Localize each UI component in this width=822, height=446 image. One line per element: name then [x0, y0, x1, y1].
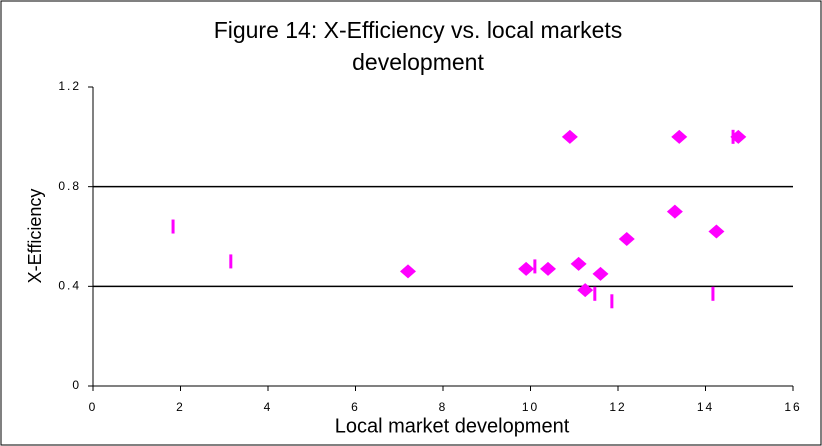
point [577, 283, 594, 298]
point [671, 129, 688, 144]
point [711, 286, 715, 301]
chart-title: Figure 14: X-Efficiency vs. local market… [213, 17, 623, 75]
point [533, 259, 537, 274]
point [618, 231, 635, 246]
y-tick-label: 1.2 [58, 79, 81, 93]
x-tick-label: 14 [697, 400, 714, 414]
y-tick-label: 0.8 [58, 179, 81, 193]
x-tick-label: 12 [609, 400, 626, 414]
x-tick-label: 2 [176, 400, 185, 414]
x-tick-label: 8 [439, 400, 448, 414]
point [592, 266, 609, 281]
x-axis-label: Local market development [335, 415, 570, 437]
x-tick-label: 6 [351, 400, 360, 414]
point [731, 129, 735, 144]
x-tick-label: 16 [784, 400, 801, 414]
point [708, 224, 725, 239]
point [610, 294, 614, 309]
point [400, 264, 416, 279]
point [561, 129, 578, 144]
point [518, 261, 535, 276]
x-tick-label: 10 [522, 400, 539, 414]
point [593, 286, 597, 301]
x-tick-label: 4 [264, 400, 273, 414]
point [570, 256, 587, 271]
point [229, 254, 233, 269]
point [540, 261, 556, 276]
y-tick-label: 0.4 [58, 279, 81, 293]
y-tick-label: 0 [72, 378, 81, 392]
y-axis-label: X-Efficiency [25, 189, 45, 284]
x-tick-label: 0 [89, 400, 98, 414]
point [666, 204, 683, 219]
point [171, 219, 175, 234]
